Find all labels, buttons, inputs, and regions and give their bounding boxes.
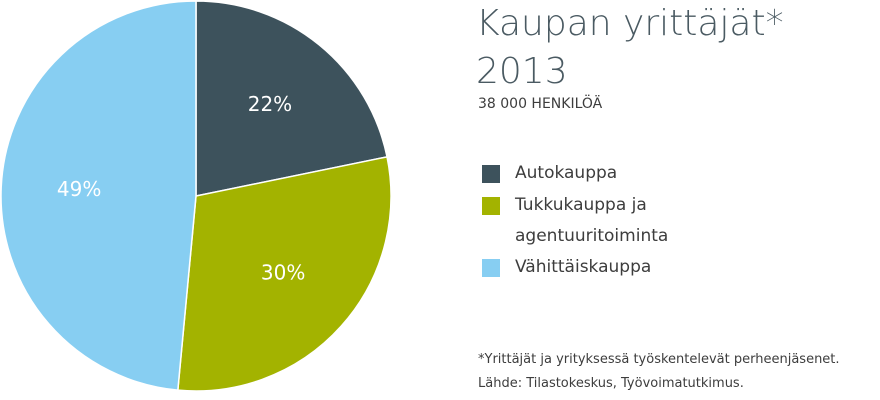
legend-swatch [482, 165, 500, 183]
legend-item: Vähittäiskauppa [482, 252, 682, 283]
data-label: 30% [261, 261, 305, 285]
data-label: 22% [248, 92, 292, 116]
subtitle: 38 000 HENKILÖÄ [478, 96, 603, 112]
pie-slice [177, 155, 392, 392]
title-line: 2013 [476, 51, 568, 92]
legend-label: Autokauppa [515, 163, 618, 183]
footnote: *Yrittäjät ja yrityksessä työskentelevät… [478, 352, 840, 367]
legend-label: Vähittäiskauppa [515, 257, 652, 277]
legend-item: Autokauppa [482, 158, 682, 189]
title-line: Kaupan yrittäjät* [476, 3, 784, 44]
legend-label: Tukkukauppa ja agentuuritoiminta [515, 195, 669, 246]
footnote: Lähde: Tilastokeskus, Työvoimatutkimus. [478, 376, 744, 391]
legend-swatch [482, 259, 500, 277]
legend-swatch [482, 197, 500, 215]
data-label: 49% [57, 177, 101, 201]
legend-item: Tukkukauppa ja agentuuritoiminta [482, 190, 682, 252]
pie-area: 22% 30% 49% [0, 0, 392, 392]
pie-slice [0, 0, 197, 391]
pie-slice [195, 0, 388, 197]
chart-title: Kaupan yrittäjät* 2013 [476, 0, 784, 96]
